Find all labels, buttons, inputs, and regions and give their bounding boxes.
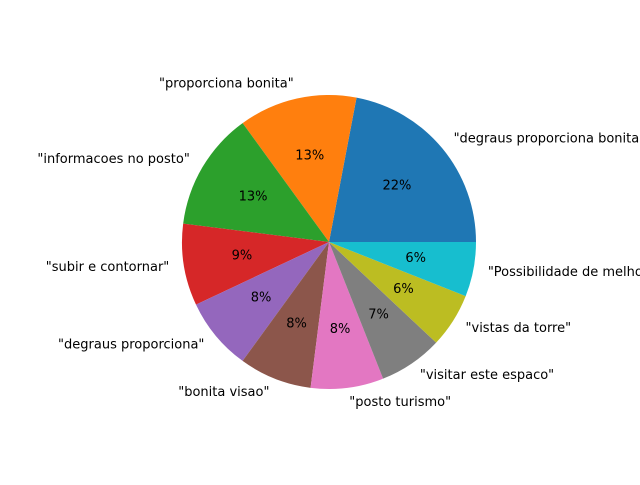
pie-slice-category-label-9: "Possibilidade de melhorar" — [488, 265, 640, 280]
pie-slice-category-label-6: "posto turismo" — [349, 395, 451, 410]
pie-slice-category-label-7: "visitar este espaco" — [420, 368, 554, 383]
pie-slice-5 — [242, 242, 329, 388]
pie-slice-pct-label-3: 9% — [232, 248, 253, 263]
pie-slice-pct-label-8: 6% — [393, 282, 414, 297]
pie-slice-pct-label-0: 22% — [383, 178, 412, 193]
pie-slice-category-label-5: "bonita visao" — [178, 385, 269, 400]
pie-slice-category-label-3: "subir e contornar" — [46, 260, 170, 275]
pie-slice-pct-label-9: 6% — [405, 251, 426, 266]
pie-slice-category-label-0: "degraus proporciona bonita" — [454, 131, 640, 146]
pie-slice-3 — [182, 223, 329, 305]
pie-slice-0 — [329, 97, 476, 242]
pie-slice-pct-label-2: 13% — [239, 190, 268, 205]
pie-slice-pct-label-6: 8% — [330, 322, 351, 337]
pie-slice-7 — [329, 242, 437, 379]
pie-labels: 22% "degraus proporciona bonita" 13% "propo… — [37, 77, 640, 410]
pie-slice-2 — [183, 123, 329, 242]
pie-slice-pct-label-1: 13% — [295, 148, 324, 163]
pie-slices — [182, 94, 476, 389]
pie-slice-pct-label-7: 7% — [368, 307, 389, 322]
pie-slice-category-label-4: "degraus proporciona" — [58, 338, 204, 353]
pie-slice-6 — [310, 242, 384, 389]
pie-slice-category-label-8: "vistas da torre" — [466, 321, 572, 336]
pie-slice-category-label-1: "proporciona bonita" — [159, 77, 294, 92]
pie-slice-4 — [195, 242, 329, 361]
pie-slice-pct-label-5: 8% — [286, 317, 307, 332]
pie-slice-pct-label-4: 8% — [251, 291, 272, 306]
pie-slice-8 — [329, 242, 466, 343]
pie-slice-9 — [329, 242, 476, 297]
pie-slice-1 — [242, 94, 357, 242]
pie-slice-category-label-2: "informacoes no posto" — [37, 152, 189, 167]
